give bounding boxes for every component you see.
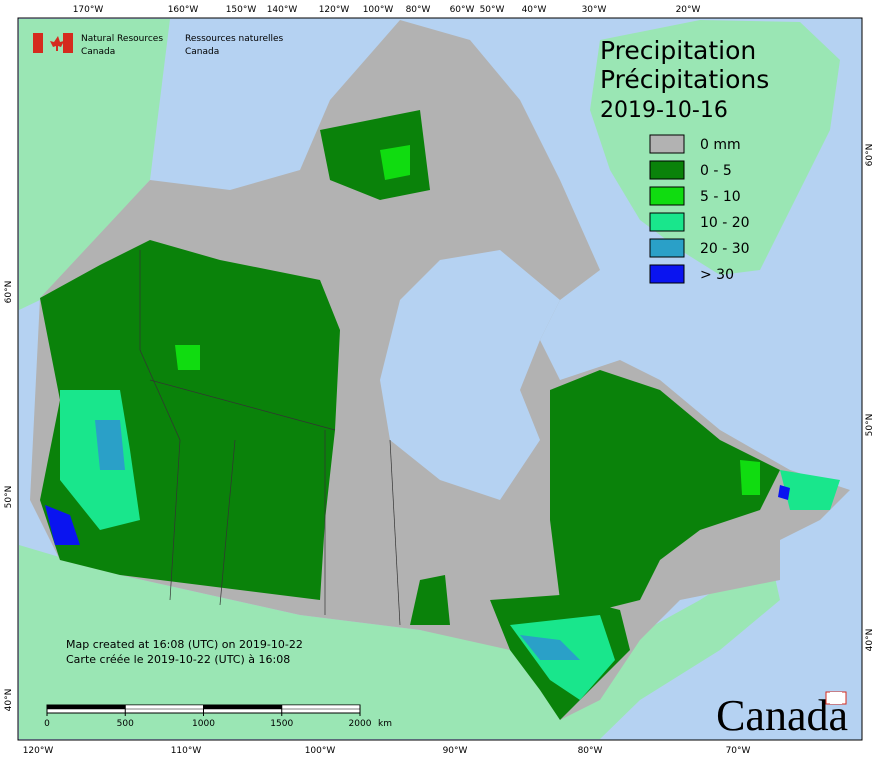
title: Précipitations (600, 65, 769, 94)
lat-label: 50°N (865, 414, 875, 437)
legend: 0 mm 0 - 5 5 - 10 10 - 20 20 - 30 > 30 (649, 134, 750, 284)
lon-label: 120°W (319, 5, 350, 15)
zone-arctic (320, 110, 430, 200)
legend-swatch (649, 212, 685, 232)
graticule-labels: 170°W 160°W 150°W 140°W 120°W 100°W 80°W 60°W 50… (4, 5, 875, 756)
title: Precipitation (600, 36, 756, 65)
lon-label: 150°W (226, 5, 257, 15)
agency-en: Natural Resources (81, 34, 163, 44)
flag-leaf (50, 36, 64, 51)
zone-newfoundland (780, 470, 840, 510)
lon-label: 120°W (23, 746, 54, 756)
legend-label: 0 - 5 (700, 163, 732, 179)
zone-ontario-heavy (520, 635, 580, 660)
flag-bar (63, 33, 73, 53)
lat-label: 40°N (4, 689, 14, 712)
borders (139, 250, 401, 626)
agency-en: Canada (81, 47, 115, 57)
legend-label: 10 - 20 (700, 215, 750, 231)
legend-label: 5 - 10 (700, 189, 741, 205)
scale-unit: km (378, 719, 392, 729)
lon-label: 70°W (726, 746, 751, 756)
scale-segment (203, 704, 282, 710)
scale-segment (281, 704, 361, 710)
credit: Map created at 16:08 (UTC) on 2019-10-22 (66, 638, 303, 651)
scale-label: 2000 (349, 719, 372, 729)
zone-labrador (740, 460, 760, 495)
lon-label: 30°W (582, 5, 607, 15)
date: 2019-10-16 (600, 98, 728, 123)
lon-label: 160°W (168, 5, 199, 15)
zone-quebec (550, 370, 780, 610)
zone-nf-heavy (778, 485, 790, 500)
legend-label: > 30 (700, 267, 734, 283)
lat-label: 60°N (865, 144, 875, 167)
legend-swatch (649, 264, 685, 284)
lon-label: 40°W (522, 5, 547, 15)
wordmark: Canada (716, 691, 848, 740)
legend-label: 0 mm (700, 137, 741, 153)
scale-label: 500 (117, 719, 134, 729)
scale-label: 0 (44, 719, 50, 729)
lon-label: 100°W (305, 746, 336, 756)
zone-coast-heavy (45, 505, 80, 545)
lat-label: 50°N (4, 486, 14, 509)
lon-label: 170°W (73, 5, 104, 15)
zone-nw-ontario (410, 575, 450, 625)
scale-label: 1500 (270, 719, 293, 729)
scale-segment (46, 704, 126, 710)
agency-fr: Ressources naturelles (185, 34, 284, 44)
zone-nwt (175, 345, 200, 370)
lon-label: 20°W (676, 5, 701, 15)
zone-arctic-light (380, 145, 410, 180)
flag-bar (33, 33, 43, 53)
zone-bc-heavy (95, 420, 125, 470)
lat-label: 60°N (4, 281, 14, 304)
scale-bar: 0 500 1000 1500 2000 km (44, 704, 392, 729)
lat-label: 40°N (865, 629, 875, 652)
legend-label: 20 - 30 (700, 241, 750, 257)
lon-label: 100°W (363, 5, 394, 15)
lon-label: 80°W (406, 5, 431, 15)
lon-label: 140°W (267, 5, 298, 15)
lon-label: 80°W (578, 746, 603, 756)
lon-label: 60°W (450, 5, 475, 15)
legend-swatch (649, 238, 685, 258)
greenland (590, 20, 840, 275)
legend-swatch (649, 186, 685, 206)
hudson-bay (380, 250, 560, 500)
credit: Carte créée le 2019-10-22 (UTC) à 16:08 (66, 653, 290, 666)
lon-label: 50°W (480, 5, 505, 15)
legend-swatch (649, 160, 685, 180)
scale-label: 1000 (192, 719, 215, 729)
lon-label: 90°W (443, 746, 468, 756)
alaska (19, 19, 170, 310)
legend-swatch (649, 134, 685, 154)
lon-label: 110°W (171, 746, 202, 756)
agency-fr: Canada (185, 47, 219, 57)
wordmark-flag (830, 692, 842, 704)
scale-segment (125, 704, 204, 710)
